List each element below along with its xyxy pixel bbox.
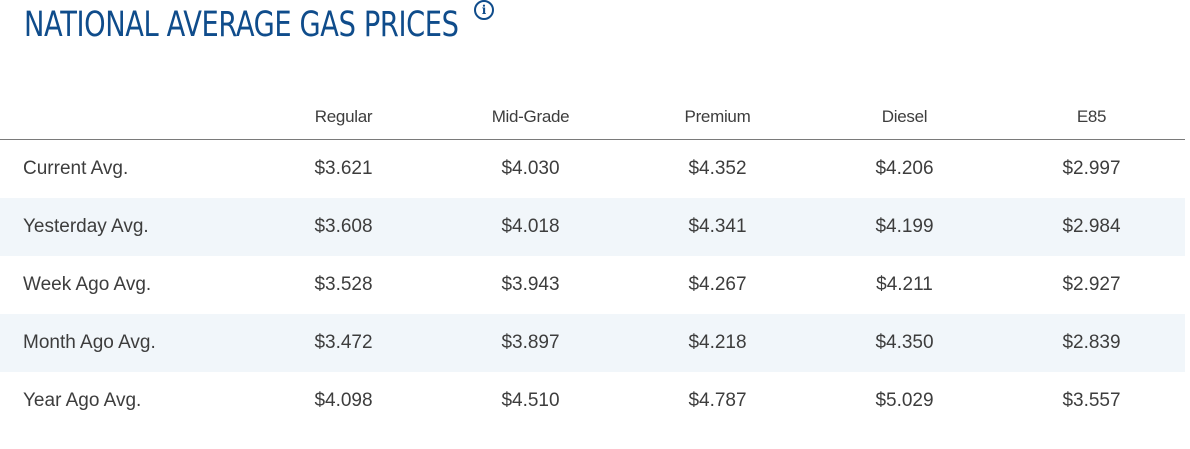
price-cell-diesel: $5.029: [875, 390, 934, 411]
table-row-yesterday-avg: Yesterday Avg. $3.608 $4.018 $4.341 $4.1…: [0, 198, 1185, 256]
column-header-mid-grade: Mid-Grade: [437, 94, 624, 140]
price-cell-e85: $2.839: [998, 314, 1185, 372]
price-cell-premium: $4.352: [688, 158, 747, 179]
page-title: NATIONAL AVERAGE GAS PRICES: [24, 5, 459, 45]
table-row-current-avg: Current Avg. $3.621 $4.030 $4.352 $4.206…: [0, 140, 1185, 199]
price-cell-mid-grade: $4.018: [437, 198, 624, 256]
column-header-regular: Regular: [250, 94, 437, 140]
price-cell-regular: $3.528: [314, 274, 373, 295]
price-cell-e85: $2.927: [1062, 274, 1121, 295]
row-label: Current Avg.: [23, 158, 129, 179]
price-cell-regular: $3.621: [314, 158, 373, 179]
price-cell-mid-grade: $4.510: [501, 390, 560, 411]
price-cell-mid-grade: $3.897: [437, 314, 624, 372]
price-cell-diesel: $4.199: [811, 198, 998, 256]
table-row-year-ago-avg: Year Ago Avg. $4.098 $4.510 $4.787 $5.02…: [0, 372, 1185, 430]
row-label: Yesterday Avg.: [0, 198, 250, 256]
price-cell-regular: $3.472: [250, 314, 437, 372]
price-cell-e85: $3.557: [1062, 390, 1121, 411]
price-cell-e85: $2.997: [1062, 158, 1121, 179]
row-label: Month Ago Avg.: [0, 314, 250, 372]
column-header-premium: Premium: [624, 94, 811, 140]
price-cell-e85: $2.984: [998, 198, 1185, 256]
price-cell-regular: $4.098: [314, 390, 373, 411]
price-cell-diesel: $4.206: [875, 158, 934, 179]
price-cell-diesel: $4.211: [876, 274, 933, 295]
price-cell-regular: $3.608: [250, 198, 437, 256]
table-header-row: Regular Mid-Grade Premium Diesel E85: [0, 94, 1185, 140]
table-row-week-ago-avg: Week Ago Avg. $3.528 $3.943 $4.267 $4.21…: [0, 256, 1185, 314]
column-header-label: [0, 94, 250, 140]
table-row-month-ago-avg: Month Ago Avg. $3.472 $3.897 $4.218 $4.3…: [0, 314, 1185, 372]
price-cell-premium: $4.267: [688, 274, 747, 295]
price-cell-premium: $4.218: [624, 314, 811, 372]
row-label: Year Ago Avg.: [23, 390, 142, 411]
gas-prices-table: Regular Mid-Grade Premium Diesel E85 Cur…: [0, 94, 1185, 430]
price-cell-premium: $4.787: [688, 390, 747, 411]
price-cell-premium: $4.341: [624, 198, 811, 256]
title-bar: NATIONAL AVERAGE GAS PRICES: [24, 2, 624, 52]
price-cell-mid-grade: $4.030: [501, 158, 560, 179]
row-label: Week Ago Avg.: [23, 274, 152, 295]
price-cell-mid-grade: $3.943: [501, 274, 560, 295]
column-header-e85: E85: [998, 94, 1185, 140]
price-cell-diesel: $4.350: [811, 314, 998, 372]
column-header-diesel: Diesel: [811, 94, 998, 140]
info-icon[interactable]: i: [474, 0, 494, 20]
